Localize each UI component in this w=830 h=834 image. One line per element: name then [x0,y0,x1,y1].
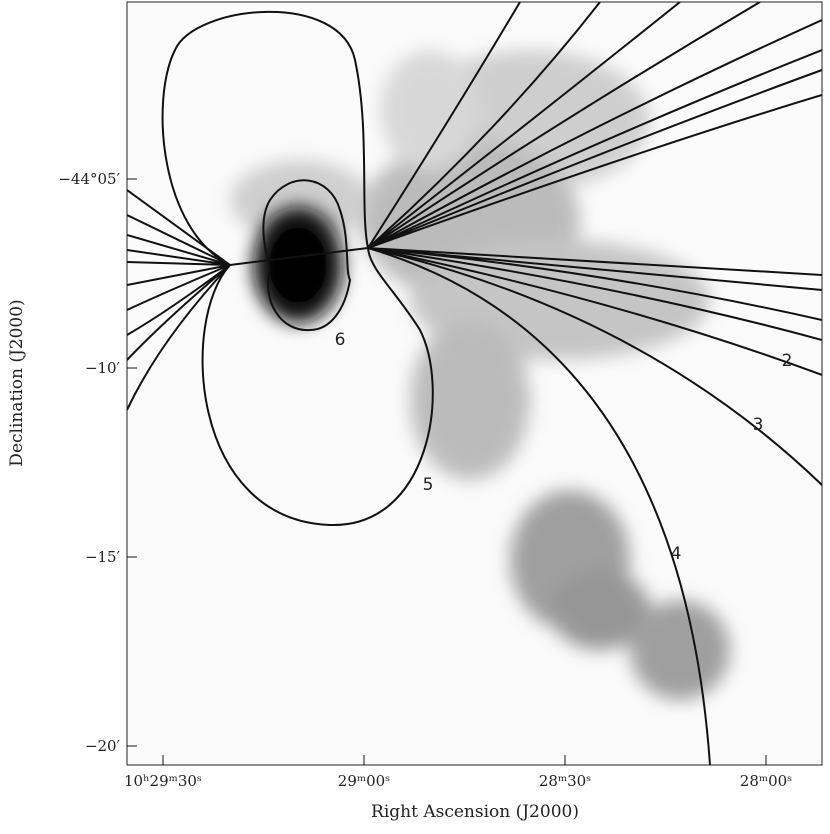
contour-label: 2 [782,351,793,371]
y-tick-label: −10′ [85,359,121,377]
x-tick-label: 28ᵐ30ˢ [539,772,591,790]
x-tick-label: 28ᵐ00ˢ [740,772,792,790]
contour-label: 5 [423,475,434,495]
y-tick-label: −44°05′ [58,170,120,188]
tick-marks [127,178,767,765]
sky-image [127,2,822,765]
contour-label: 6 [335,330,346,350]
plot-frame [126,1,823,766]
y-tick-label: −15′ [85,548,121,566]
contour-label: 3 [753,415,764,435]
contour-label: 4 [671,544,682,564]
y-tick-label: −20′ [85,737,121,755]
y-axis-label: Declination (J2000) [7,299,27,466]
x-tick-label: 29ᵐ00ˢ [338,772,390,790]
x-tick-label: 10ʰ29ᵐ30ˢ [124,772,202,790]
x-axis-label: Right Ascension (J2000) [371,802,579,822]
